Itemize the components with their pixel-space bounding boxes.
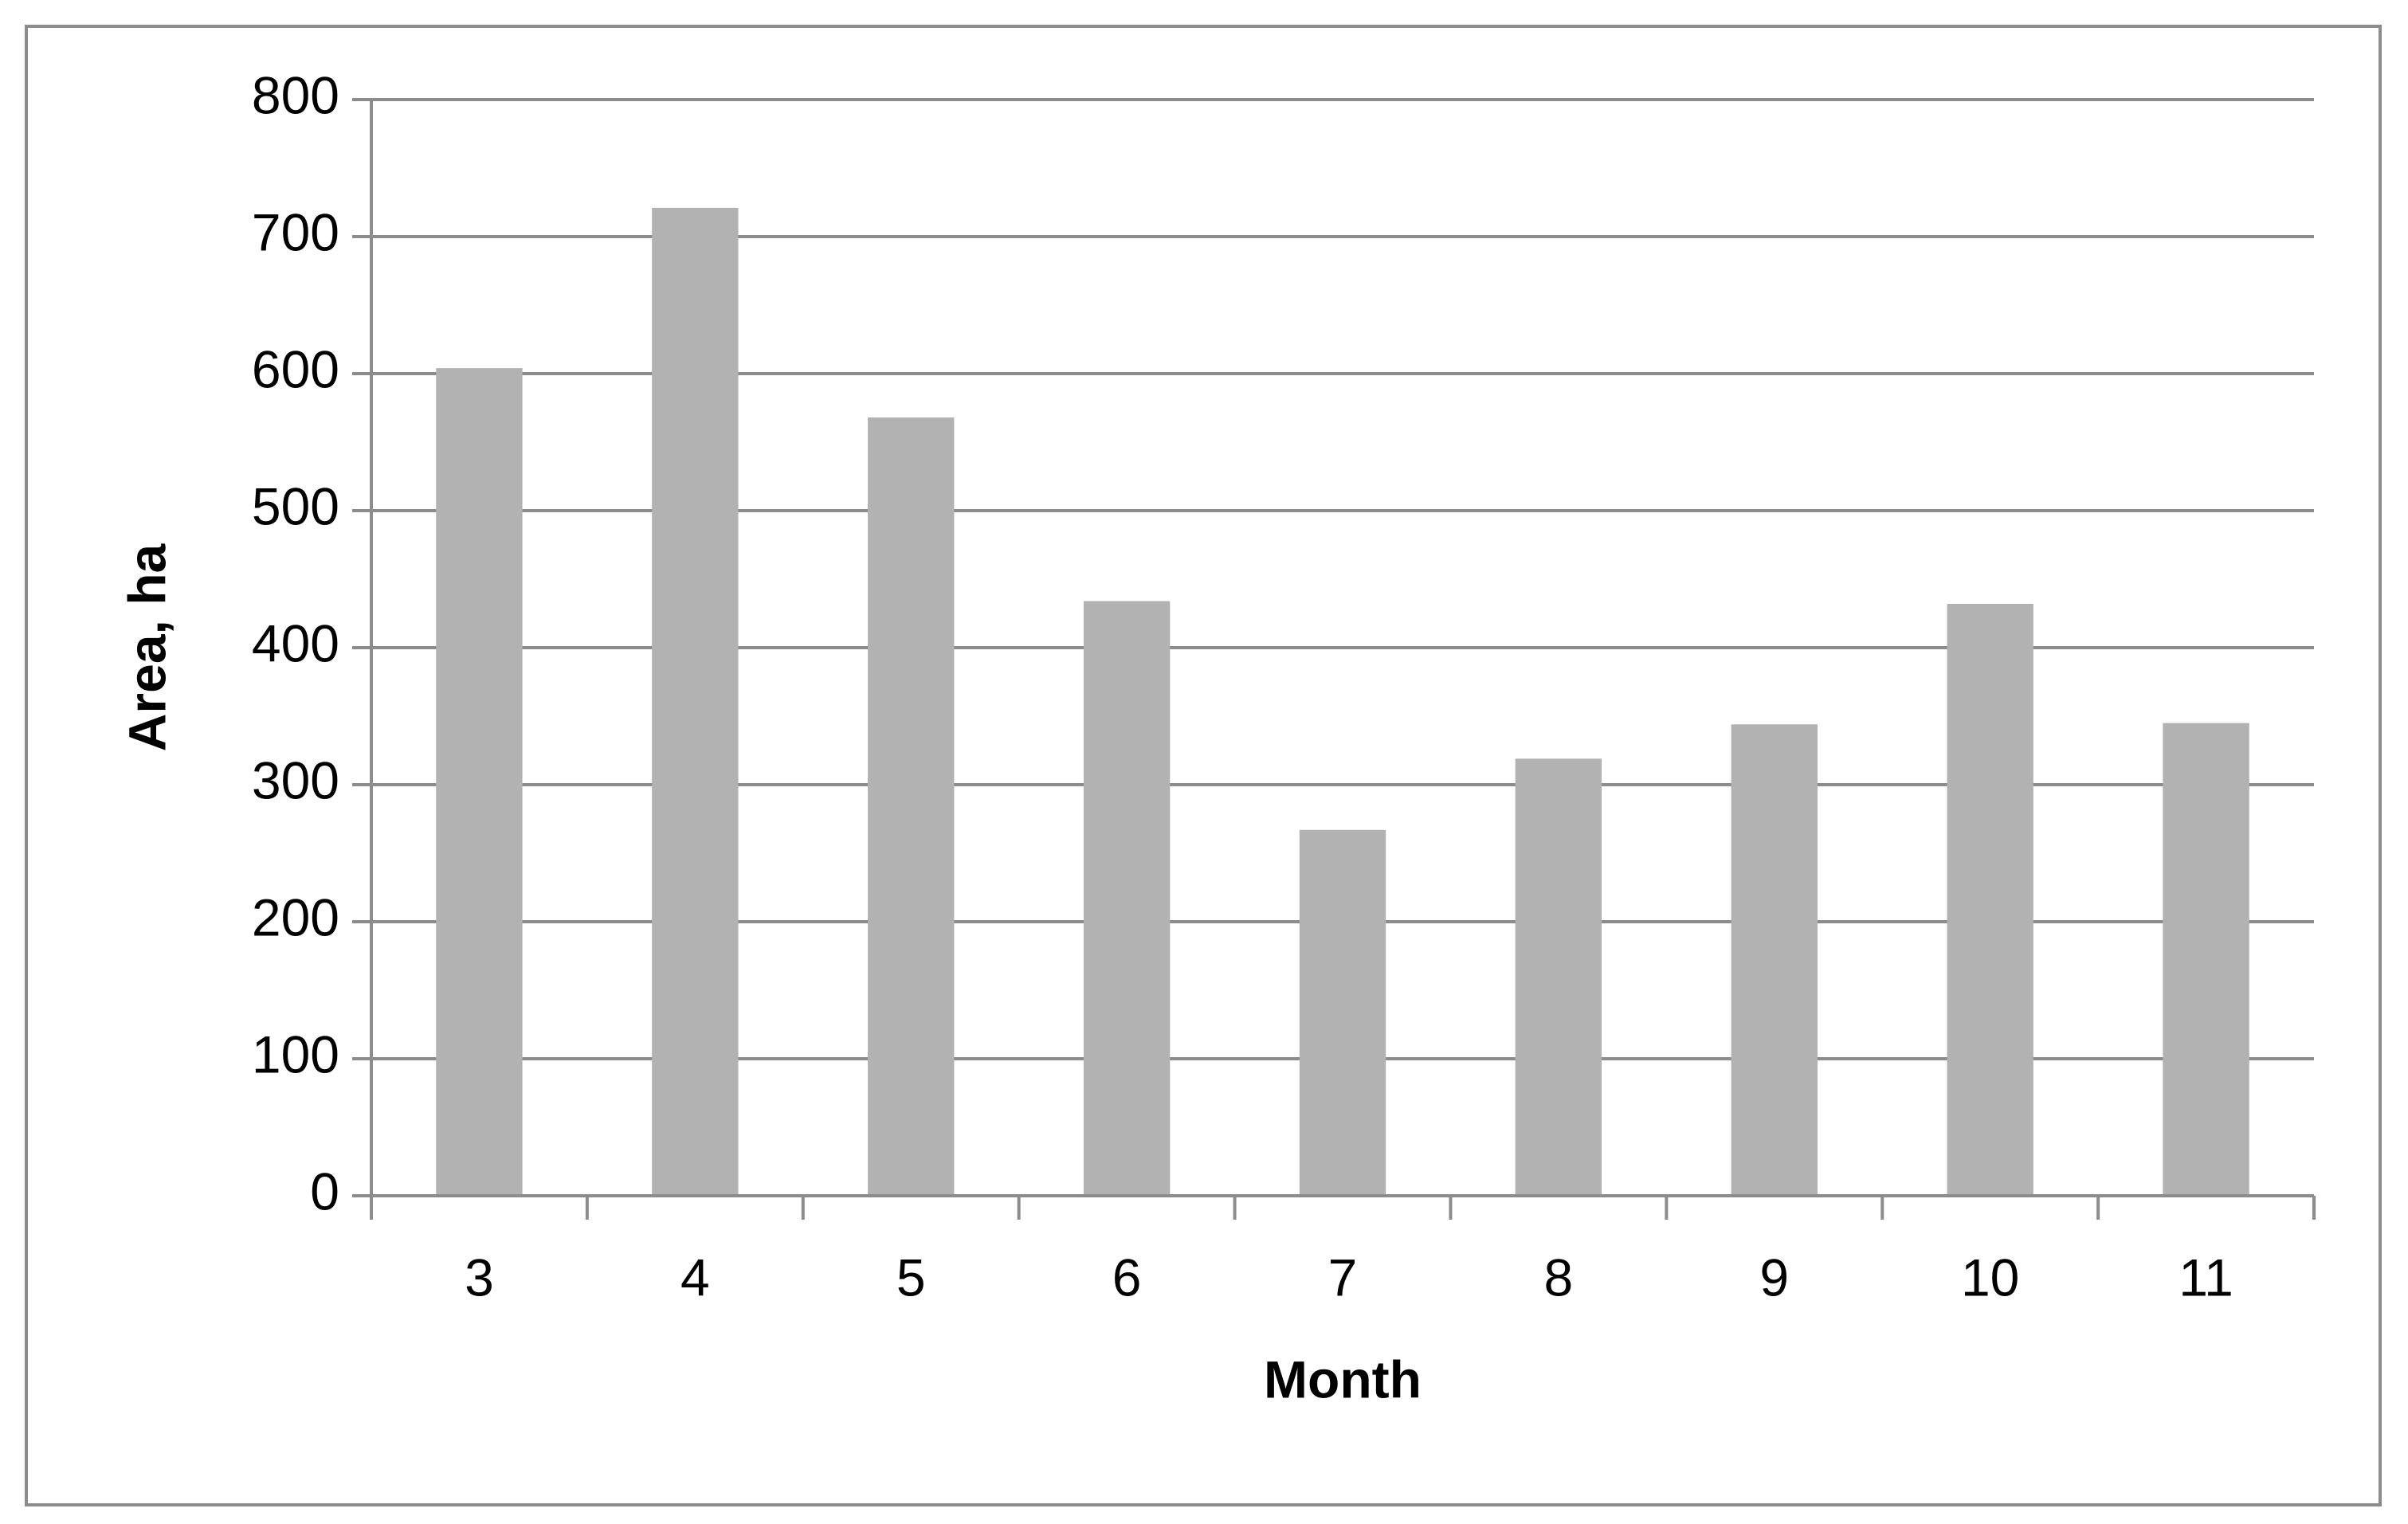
- x-tick-label: 4: [680, 1248, 710, 1307]
- y-tick-label: 0: [310, 1162, 339, 1220]
- x-tick-label: 5: [896, 1248, 926, 1307]
- x-tick-label: 9: [1759, 1248, 1789, 1307]
- y-tick-label: 300: [252, 750, 339, 809]
- y-tick-label: 500: [252, 476, 339, 535]
- x-axis-title: Month: [1264, 1350, 1422, 1408]
- bar: [1083, 601, 1171, 1196]
- bar: [1947, 603, 2033, 1196]
- x-tick-label: 7: [1328, 1248, 1358, 1307]
- y-tick-label: 600: [252, 339, 339, 398]
- y-axis-title: Area, ha: [117, 543, 176, 751]
- bar: [1515, 758, 1602, 1196]
- x-tick-label: 8: [1544, 1248, 1574, 1307]
- bar: [2163, 723, 2249, 1196]
- x-tick-label: 10: [1961, 1248, 2019, 1307]
- x-tick-label: 3: [465, 1248, 494, 1307]
- bar: [1731, 724, 1818, 1196]
- x-tick-label: 6: [1112, 1248, 1142, 1307]
- y-tick-label: 400: [252, 613, 339, 672]
- y-tick-label: 700: [252, 202, 339, 261]
- bar: [1299, 829, 1386, 1196]
- x-tick-label: 11: [2179, 1248, 2233, 1307]
- y-tick-label: 200: [252, 887, 339, 946]
- y-tick-label: 100: [252, 1024, 339, 1083]
- bar: [868, 417, 955, 1196]
- y-tick-label: 800: [252, 65, 339, 124]
- bar: [436, 368, 523, 1196]
- bar: [652, 207, 739, 1196]
